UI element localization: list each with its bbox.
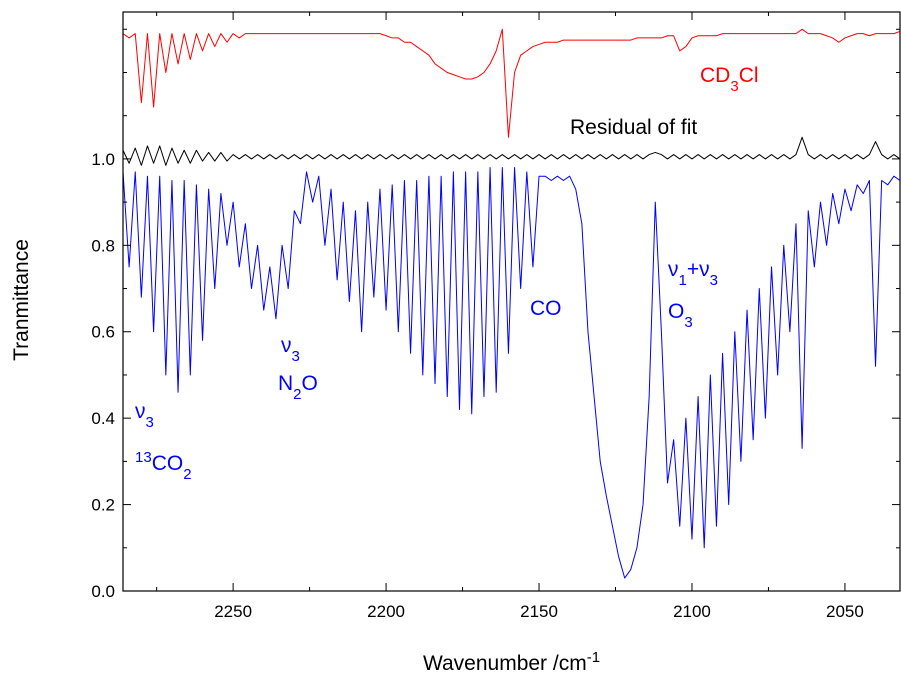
- text-part: 2: [183, 466, 191, 483]
- text-part: N: [278, 372, 293, 395]
- text-part: 2: [293, 386, 301, 403]
- spectrum-line: [123, 136, 900, 166]
- text-part: CO: [530, 297, 562, 320]
- annotation: CD3Cl: [700, 64, 759, 95]
- text-part: 1: [679, 272, 687, 289]
- text-part: -1: [587, 649, 600, 666]
- plot-frame: [122, 11, 901, 592]
- annotation: ν3: [281, 334, 300, 365]
- text-part: Residual of fit: [570, 116, 697, 139]
- annotation: CO: [530, 297, 562, 320]
- text-part: ν: [135, 400, 146, 423]
- text-part: Wavenumber /cm: [423, 652, 587, 675]
- annotation: O3: [668, 300, 693, 331]
- annotation: ν3: [135, 400, 154, 431]
- text-part: 3: [146, 414, 154, 431]
- annotation: 13CO2: [135, 449, 192, 483]
- text-part: 13: [135, 449, 152, 466]
- text-part: ν: [668, 258, 679, 281]
- y-tick-label: 0.8: [91, 236, 115, 255]
- annotation: N2O: [278, 372, 318, 403]
- x-tick-label: 2100: [673, 602, 711, 621]
- text-part: 3: [730, 78, 738, 95]
- text-part: 3: [710, 272, 718, 289]
- text-part: 3: [684, 314, 692, 331]
- x-tick-label: 2050: [826, 602, 864, 621]
- text-part: Cl: [739, 64, 759, 87]
- text-part: O: [302, 372, 318, 395]
- x-tick-label: 2200: [367, 602, 405, 621]
- y-tick-label: 1.0: [91, 150, 115, 169]
- spectrum-line: [123, 167, 900, 579]
- x-tick-label: 2150: [520, 602, 558, 621]
- y-tick-label: 0.0: [91, 582, 115, 601]
- text-part: +ν: [687, 258, 710, 281]
- y-tick-label: 0.2: [91, 496, 115, 515]
- annotation: Residual of fit: [570, 116, 697, 139]
- spectrum-line: [123, 28, 900, 138]
- x-tick-label: 2250: [214, 602, 252, 621]
- y-tick-label: 0.4: [91, 409, 115, 428]
- text-part: ν: [281, 334, 292, 357]
- y-axis-label: Tranmittance: [10, 239, 33, 361]
- x-axis-label: Wavenumber /cm-1: [423, 649, 600, 676]
- text-part: O: [668, 300, 684, 323]
- annotation: ν1+ν3: [668, 258, 718, 289]
- text-part: CO: [152, 452, 184, 475]
- text-part: 3: [292, 348, 300, 365]
- text-part: CD: [700, 64, 730, 87]
- y-tick-label: 0.6: [91, 323, 115, 342]
